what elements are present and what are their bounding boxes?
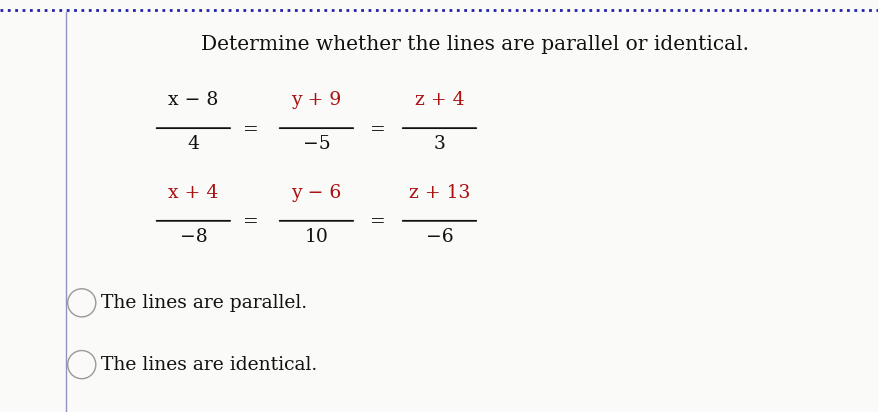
Text: −5: −5 <box>302 135 330 153</box>
Text: 4: 4 <box>187 135 199 153</box>
Text: x + 4: x + 4 <box>168 184 219 201</box>
Text: =: = <box>370 213 385 232</box>
Text: =: = <box>370 121 385 139</box>
Text: 10: 10 <box>304 227 328 246</box>
Text: y + 9: y + 9 <box>291 91 342 109</box>
Text: The lines are parallel.: The lines are parallel. <box>101 294 306 312</box>
Text: =: = <box>242 213 258 232</box>
Text: z + 4: z + 4 <box>414 91 464 109</box>
Text: The lines are identical.: The lines are identical. <box>101 356 317 374</box>
Text: −6: −6 <box>425 227 453 246</box>
Text: Determine whether the lines are parallel or identical.: Determine whether the lines are parallel… <box>200 35 748 54</box>
Text: x − 8: x − 8 <box>168 91 219 109</box>
Text: z + 13: z + 13 <box>408 184 470 201</box>
Text: −8: −8 <box>179 227 207 246</box>
Text: 3: 3 <box>433 135 445 153</box>
Text: y − 6: y − 6 <box>291 184 342 201</box>
Text: =: = <box>242 121 258 139</box>
